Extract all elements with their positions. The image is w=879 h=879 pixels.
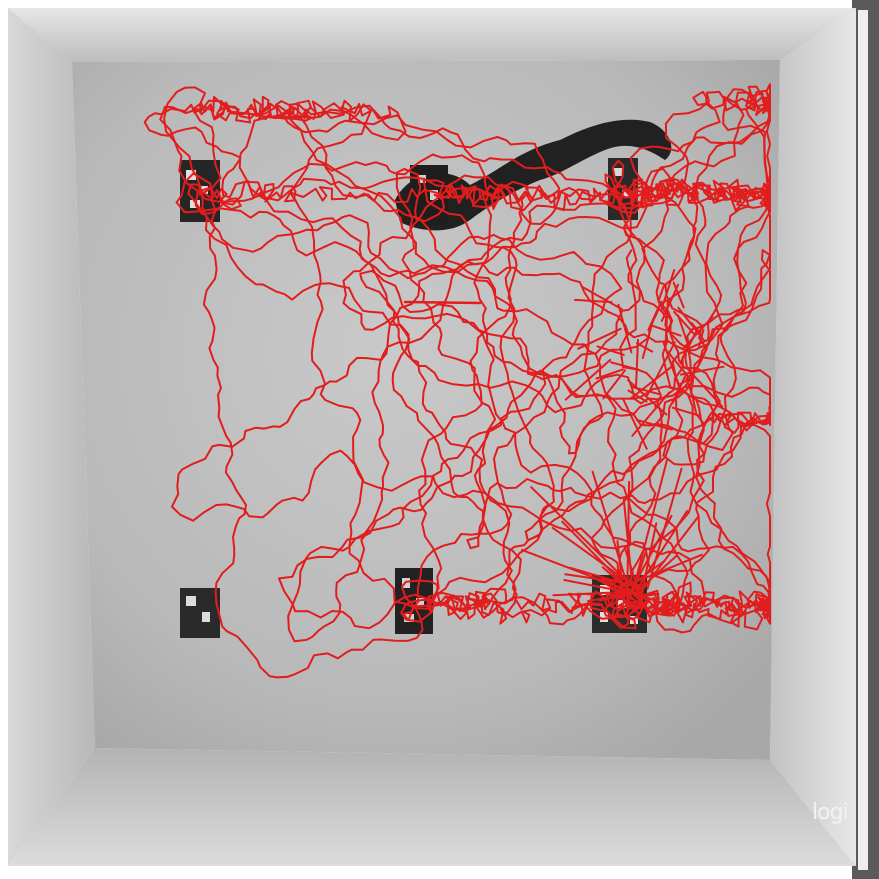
track-segment [406,354,771,414]
track-jump [632,552,647,594]
track-segment [656,600,771,631]
track-jump [646,341,676,396]
track-segment [402,541,684,625]
track-jump [664,300,669,351]
track-jump [634,555,678,594]
track-segment [546,90,725,214]
track-jump [622,398,648,450]
track-segment [606,159,771,608]
wall-bottom [8,748,856,866]
track-segment [641,195,771,434]
track-segment [408,93,771,344]
track-segment [287,287,623,643]
track-jump [677,314,692,352]
track-segment [163,86,313,293]
track-jump [635,338,639,388]
track-jump [660,283,680,322]
track-segment [291,185,516,616]
camera-watermark: logi [812,800,849,825]
track-jump [660,269,676,311]
track-jump [629,365,674,400]
track-jump [679,327,699,365]
track-segment [342,302,706,612]
track-segment [171,449,689,624]
track-jump [617,303,633,354]
track-jump [666,350,694,383]
wall-right [770,8,856,866]
track-segment [264,104,571,455]
right-edge-rail [858,10,868,870]
track-segment [400,436,686,623]
animal-body [395,119,672,231]
track-jump [681,315,714,350]
track-jump [636,342,654,353]
track-segment [422,179,555,542]
track-jump [610,361,640,371]
track-jump [632,459,668,589]
track-segment [171,204,549,508]
track-jump [671,406,702,417]
track-jump [677,306,706,343]
track-jump [591,470,633,600]
track-jump [581,286,623,311]
track-segment [287,341,411,618]
track-jump [671,372,688,404]
wall-left [8,8,95,866]
track-jump [686,367,724,408]
track-segment [359,269,771,427]
track-jump [568,566,644,590]
track-segment [274,282,513,600]
track-jump [577,327,622,350]
track-jump [564,573,645,587]
track-segment [454,173,646,544]
track-segment [604,173,771,611]
track-segment [671,249,771,614]
track-jump [403,300,482,305]
track-jump [627,389,648,403]
track-segment [456,262,771,415]
track-segment [310,104,675,199]
track-segment [221,102,407,199]
track-jump [673,310,696,336]
track-segment [175,172,459,278]
track-jump [595,368,624,380]
track-jump [551,526,638,589]
track-jump [679,365,725,376]
track-segment [466,414,743,542]
track-jump [631,385,661,396]
track-segment [214,572,487,679]
object-bottom-left [180,588,220,638]
track-segment [482,249,663,619]
movement-track [143,83,771,679]
track-segment [568,178,644,455]
track-segment [365,286,522,604]
track-jump [574,298,613,304]
track-jump [625,553,703,587]
track-jump [631,391,671,437]
track-segment [278,177,699,580]
track-jump [564,358,612,401]
track-segment [524,187,771,533]
track-segment [197,183,247,575]
track-segment [187,183,623,290]
track-jump [672,281,685,309]
track-segment [683,97,771,439]
track-segment [610,197,771,629]
track-jump [602,369,627,400]
track-segment [395,167,497,550]
track-jump [641,320,654,359]
track-segment [159,95,489,203]
track-segment [342,184,750,305]
track-segment [662,185,724,457]
track-jump [596,345,625,356]
wall-top [8,8,856,62]
track-jump [635,419,673,431]
track-jump [626,480,631,606]
track-jump [647,300,663,332]
track-segment [473,184,718,348]
track-jump [627,379,668,416]
track-segment [418,183,529,609]
